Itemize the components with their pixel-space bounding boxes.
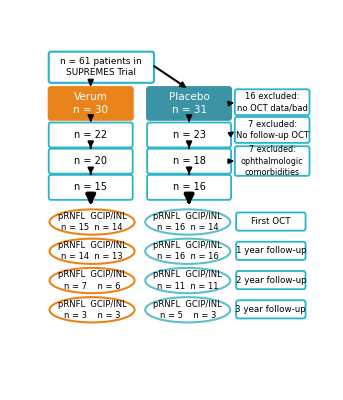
FancyBboxPatch shape bbox=[236, 212, 306, 231]
Ellipse shape bbox=[49, 239, 134, 264]
Text: First OCT: First OCT bbox=[251, 217, 291, 226]
Text: 2 year follow-up: 2 year follow-up bbox=[236, 276, 306, 284]
Ellipse shape bbox=[49, 268, 134, 293]
FancyBboxPatch shape bbox=[49, 87, 133, 120]
FancyBboxPatch shape bbox=[147, 149, 231, 174]
Text: n = 16: n = 16 bbox=[173, 182, 205, 192]
Ellipse shape bbox=[49, 297, 134, 322]
Text: 16 excluded:
no OCT data/bad: 16 excluded: no OCT data/bad bbox=[237, 92, 308, 112]
Text: n = 23: n = 23 bbox=[173, 130, 205, 140]
FancyBboxPatch shape bbox=[236, 300, 306, 318]
Text: pRNFL  GCIP/INL
n = 7    n = 6: pRNFL GCIP/INL n = 7 n = 6 bbox=[58, 270, 127, 290]
Text: pRNFL  GCIP/INL
n = 3    n = 3: pRNFL GCIP/INL n = 3 n = 3 bbox=[58, 300, 127, 320]
Ellipse shape bbox=[145, 239, 230, 264]
FancyBboxPatch shape bbox=[49, 149, 133, 174]
FancyBboxPatch shape bbox=[235, 89, 309, 115]
Text: 1 year follow-up: 1 year follow-up bbox=[236, 246, 306, 255]
Text: pRNFL  GCIP/INL
n = 15  n = 14: pRNFL GCIP/INL n = 15 n = 14 bbox=[58, 212, 127, 232]
FancyBboxPatch shape bbox=[235, 146, 309, 176]
FancyBboxPatch shape bbox=[49, 175, 133, 200]
Text: n = 20: n = 20 bbox=[74, 156, 107, 166]
FancyBboxPatch shape bbox=[147, 87, 231, 120]
Ellipse shape bbox=[145, 209, 230, 235]
Text: 3 year follow-up: 3 year follow-up bbox=[235, 305, 306, 314]
Text: 7 excluded:
ophthalmologic
comorbidities: 7 excluded: ophthalmologic comorbidities bbox=[241, 146, 304, 177]
Text: Verum
n = 30: Verum n = 30 bbox=[73, 92, 108, 115]
FancyBboxPatch shape bbox=[49, 122, 133, 148]
FancyBboxPatch shape bbox=[49, 52, 154, 83]
Ellipse shape bbox=[145, 297, 230, 322]
Text: pRNFL  GCIP/INL
n = 11  n = 11: pRNFL GCIP/INL n = 11 n = 11 bbox=[153, 270, 222, 290]
Text: n = 15: n = 15 bbox=[74, 182, 107, 192]
Ellipse shape bbox=[49, 209, 134, 235]
FancyBboxPatch shape bbox=[236, 242, 306, 260]
Text: 7 excluded:
No follow-up OCT: 7 excluded: No follow-up OCT bbox=[236, 120, 309, 140]
Text: pRNFL  GCIP/INL
n = 16  n = 16: pRNFL GCIP/INL n = 16 n = 16 bbox=[153, 241, 222, 261]
Text: Placebo
n = 31: Placebo n = 31 bbox=[169, 92, 210, 115]
FancyBboxPatch shape bbox=[235, 117, 309, 143]
Text: n = 61 patients in
SUPREMES Trial: n = 61 patients in SUPREMES Trial bbox=[60, 57, 142, 77]
Text: n = 18: n = 18 bbox=[173, 156, 205, 166]
Text: n = 22: n = 22 bbox=[74, 130, 107, 140]
Text: pRNFL  GCIP/INL
n = 16  n = 14: pRNFL GCIP/INL n = 16 n = 14 bbox=[153, 212, 222, 232]
FancyBboxPatch shape bbox=[147, 122, 231, 148]
Text: pRNFL  GCIP/INL
n = 5    n = 3: pRNFL GCIP/INL n = 5 n = 3 bbox=[153, 300, 222, 320]
FancyBboxPatch shape bbox=[147, 175, 231, 200]
FancyBboxPatch shape bbox=[236, 271, 306, 289]
Text: pRNFL  GCIP/INL
n = 14  n = 13: pRNFL GCIP/INL n = 14 n = 13 bbox=[58, 241, 127, 261]
Ellipse shape bbox=[145, 268, 230, 293]
